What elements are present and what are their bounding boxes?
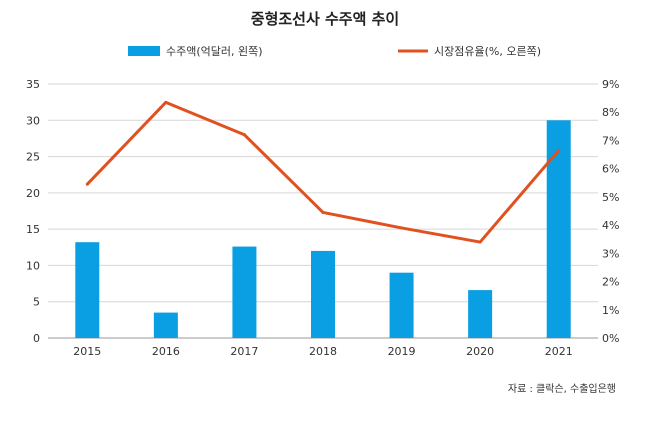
bar-2018	[311, 250, 335, 338]
legend-line-label: 시장점유율(%, 오른쪽)	[434, 45, 541, 58]
market-share-line	[86, 100, 560, 244]
bar-2017	[232, 246, 257, 338]
line-point-2015	[85, 182, 89, 186]
legend-bar-swatch	[128, 46, 160, 56]
bar-2019	[389, 272, 414, 338]
x-tick-label: 2021	[545, 345, 573, 358]
y-left-tick-label: 0	[33, 332, 40, 345]
x-axis: 2015 2016 2017 2018 2019 2020 2021	[73, 345, 572, 358]
y-left-tick-label: 25	[26, 151, 40, 164]
y-right-tick-label: 1%	[602, 304, 619, 317]
source-note: 자료 : 클락슨, 수출입은행	[508, 382, 616, 395]
legend-bar-label: 수주액(억달러, 왼쪽)	[166, 44, 263, 58]
x-tick-label: 2015	[73, 345, 101, 358]
y-right-tick-label: 3%	[602, 247, 619, 260]
y-left-tick-label: 5	[33, 296, 40, 309]
y-left-tick-label: 20	[26, 187, 40, 200]
bar-2016	[153, 312, 178, 338]
bar-2021	[546, 120, 571, 339]
y-left-tick-label: 30	[26, 114, 40, 127]
x-tick-label: 2019	[388, 345, 416, 358]
y-right-tick-label: 5%	[602, 191, 619, 204]
x-tick-label: 2020	[466, 345, 494, 358]
x-tick-label: 2018	[309, 345, 337, 358]
y-left-tick-label: 35	[26, 78, 40, 91]
gridlines	[48, 83, 598, 339]
bar-series	[75, 120, 571, 339]
bar-2020	[468, 290, 493, 338]
y-right-tick-label: 4%	[602, 219, 619, 232]
line-series	[85, 100, 561, 244]
y-right-tick-label: 0%	[602, 332, 619, 345]
y-right-tick-label: 6%	[602, 163, 619, 176]
x-tick-label: 2016	[152, 345, 180, 358]
bar-2015	[75, 242, 100, 338]
y-right-tick-label: 2%	[602, 276, 619, 289]
y-left-tick-label: 10	[26, 259, 40, 272]
y-left-tick-label: 15	[26, 223, 40, 236]
y-axis-left: 0 5 10 15 20 25 30 35	[26, 78, 40, 345]
line-point-2018	[321, 210, 325, 214]
line-point-2017	[242, 133, 246, 137]
y-right-tick-label: 9%	[602, 78, 619, 91]
x-tick-label: 2017	[230, 345, 258, 358]
chart-title: 중형조선사 수주액 추이	[251, 10, 399, 28]
line-point-2016	[164, 100, 168, 104]
line-point-2019	[400, 226, 404, 230]
line-point-2020	[478, 240, 482, 244]
y-right-tick-label: 7%	[602, 134, 619, 147]
y-axis-right: 0% 1% 2% 3% 4% 5% 6% 7% 8% 9%	[602, 78, 619, 345]
legend: 수주액(억달러, 왼쪽) 시장점유율(%, 오른쪽)	[128, 44, 541, 58]
y-right-tick-label: 8%	[602, 106, 619, 119]
line-point-2021	[557, 148, 561, 152]
